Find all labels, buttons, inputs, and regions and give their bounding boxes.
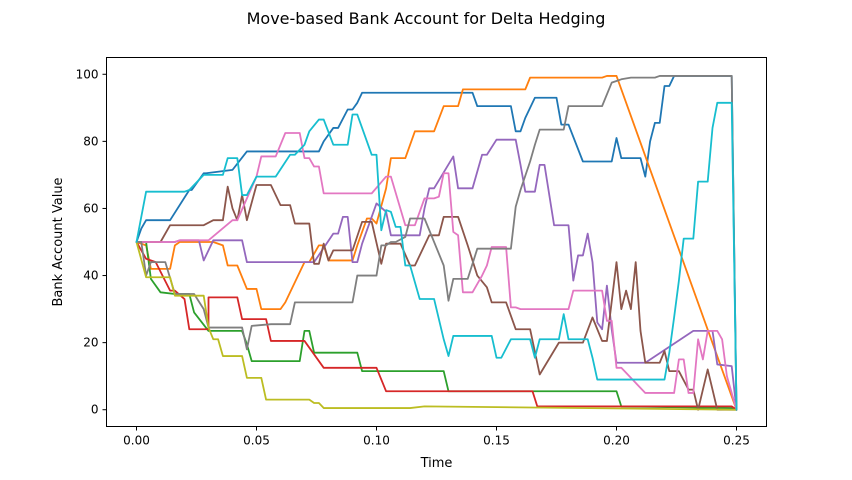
series-line-5 [135,138,738,411]
y-tick-label: 60 [83,201,98,215]
plot-frame [106,57,767,427]
series-line-8 [135,75,738,411]
series-layer [135,75,738,411]
x-tick-label: 0.15 [483,434,510,448]
series-line-9 [135,241,738,411]
x-axis: 0.00 0.05 0.10 0.15 0.20 0.25 [123,426,750,448]
y-tick-label: 40 [83,269,98,283]
y-tick-label: 80 [83,134,98,148]
y-tick-label: 0 [91,403,99,417]
x-tick-label: 0.25 [723,434,750,448]
series-line-6 [135,184,738,411]
series-line-10 [135,101,738,411]
y-axis-label: Bank Account Value [51,177,66,306]
x-tick-label: 0.00 [123,434,150,448]
y-tick-label: 100 [76,67,99,81]
x-tick-label: 0.20 [603,434,630,448]
x-tick-label: 0.10 [363,434,390,448]
y-axis: 0 20 40 60 80 100 [76,67,107,417]
x-axis-label: Time [420,456,453,471]
chart-title: Move-based Bank Account for Delta Hedgin… [247,9,606,28]
series-line-2 [135,75,738,411]
x-tick-label: 0.05 [243,434,270,448]
series-line-3 [135,241,738,411]
series-line-1 [135,75,738,411]
series-line-4 [135,241,738,411]
y-tick-label: 20 [83,336,98,350]
series-line-7 [135,132,738,411]
